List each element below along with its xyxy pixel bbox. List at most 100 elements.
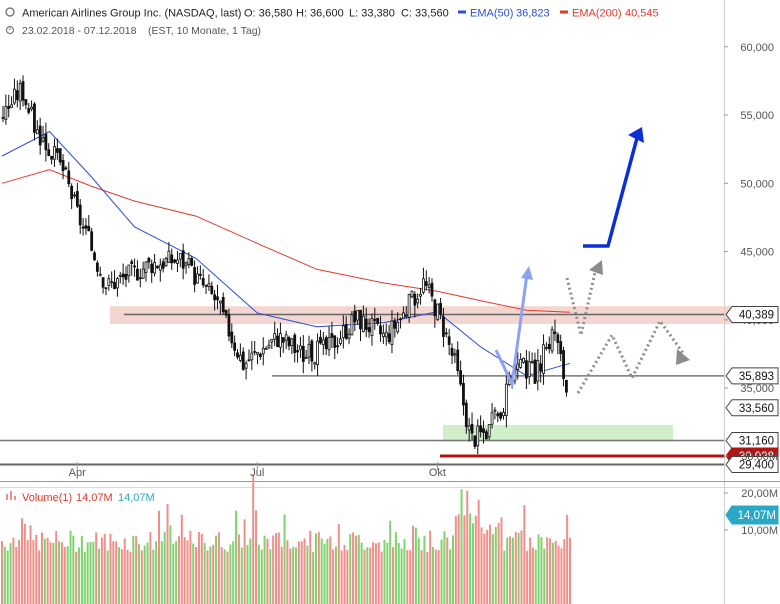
volume-bars (1, 474, 571, 604)
volume-bar (526, 550, 529, 604)
volume-bar (551, 542, 554, 604)
date-range: 23.02.2018 - 07.12.2018 (22, 25, 137, 37)
candle-body (156, 265, 159, 269)
candle-body (133, 265, 136, 268)
volume-bar (60, 542, 63, 604)
candle-body (147, 258, 151, 263)
volume-bar (560, 548, 563, 604)
volume-bar (160, 541, 163, 604)
candle-body (27, 108, 31, 113)
candle-body (70, 185, 74, 199)
candle-body (181, 250, 185, 269)
ema50-line (1, 130, 571, 377)
candle-body (241, 351, 245, 370)
volume-bar (55, 530, 58, 604)
volume-bar (260, 549, 263, 604)
candle-body (113, 282, 116, 290)
volume-bar (192, 543, 195, 604)
candle-body (310, 340, 314, 362)
candle-body (444, 332, 448, 335)
candle-body (1, 116, 5, 119)
volume-bar (360, 542, 363, 604)
candle-body (64, 167, 68, 170)
volume-bar (466, 490, 469, 604)
volume-bar (514, 532, 517, 604)
volume-bar (72, 535, 75, 604)
volume-bar (409, 550, 412, 604)
candle-body (407, 294, 411, 318)
candle-body (376, 318, 380, 324)
candle-body (424, 281, 428, 286)
candle-body (50, 155, 54, 160)
candle-body (442, 316, 445, 337)
volume-bar (6, 550, 9, 604)
volume-bar (186, 540, 189, 604)
volume-bar (352, 532, 355, 604)
refresh-icon[interactable] (5, 7, 15, 17)
candle-body (90, 231, 94, 251)
candle-body (196, 273, 199, 284)
volume-label: Volume(1) (22, 492, 72, 504)
candle-body (550, 329, 554, 352)
volume-header: Volume(1) 14,07M 14,07M (6, 491, 155, 504)
volume-bar (112, 541, 115, 604)
candle-body (361, 315, 365, 332)
volume-bar (480, 527, 483, 604)
volume-bar (220, 547, 223, 604)
volume-bar (414, 527, 417, 604)
candle-body (401, 312, 405, 319)
volume-bar (494, 526, 497, 604)
candle-body (161, 261, 165, 269)
volume-bar (417, 538, 420, 604)
candle-body (404, 315, 408, 317)
volume-bar (312, 552, 315, 604)
candle-body (58, 148, 62, 163)
candle-body (493, 409, 497, 412)
volume-bar (523, 505, 526, 604)
candle-body (176, 259, 179, 264)
time-axis: Apr Jul Okt (69, 462, 446, 479)
volume-bar (326, 538, 329, 604)
candle-body (144, 261, 148, 273)
candle-body (81, 226, 85, 229)
volume-bar (329, 536, 332, 604)
volume-bar (23, 524, 26, 604)
volume-bar (563, 539, 566, 604)
volume-bar (12, 537, 15, 604)
ema200-value: 40,545 (625, 8, 659, 20)
candle-body (170, 254, 174, 264)
volume-bar (229, 544, 232, 604)
volume-bar (309, 530, 312, 604)
volume-bar (354, 535, 357, 604)
volume-bar (80, 535, 83, 604)
volume-bar (226, 551, 229, 604)
candle-body (410, 290, 414, 298)
volume-bar (546, 537, 549, 604)
volume-bar (334, 546, 337, 604)
candle-body (253, 350, 257, 353)
candle-body (213, 294, 217, 301)
candle-body (47, 149, 51, 156)
projection-arrows (494, 127, 690, 394)
candle-body (321, 339, 325, 345)
candle-body (464, 402, 468, 428)
level-badge-label: 33,560 (739, 403, 774, 415)
volume-bar (237, 534, 240, 604)
volume-bar (503, 550, 506, 604)
volume-bar (423, 535, 426, 604)
level-badge-label: 40,389 (739, 310, 774, 322)
volume-bar (272, 535, 275, 604)
volume-bar (537, 534, 540, 604)
candle-body (41, 137, 45, 142)
price-tick-label: 45,000 (740, 247, 774, 259)
candle-body (267, 344, 271, 349)
candle-body (536, 360, 540, 382)
candle-body (78, 204, 82, 226)
volume-bar (400, 548, 403, 604)
volume-bar (195, 547, 198, 604)
lightblue-arrow-head (521, 266, 533, 280)
volume-bar (103, 533, 106, 604)
candle-body (233, 342, 237, 351)
volume-bar (155, 541, 158, 604)
